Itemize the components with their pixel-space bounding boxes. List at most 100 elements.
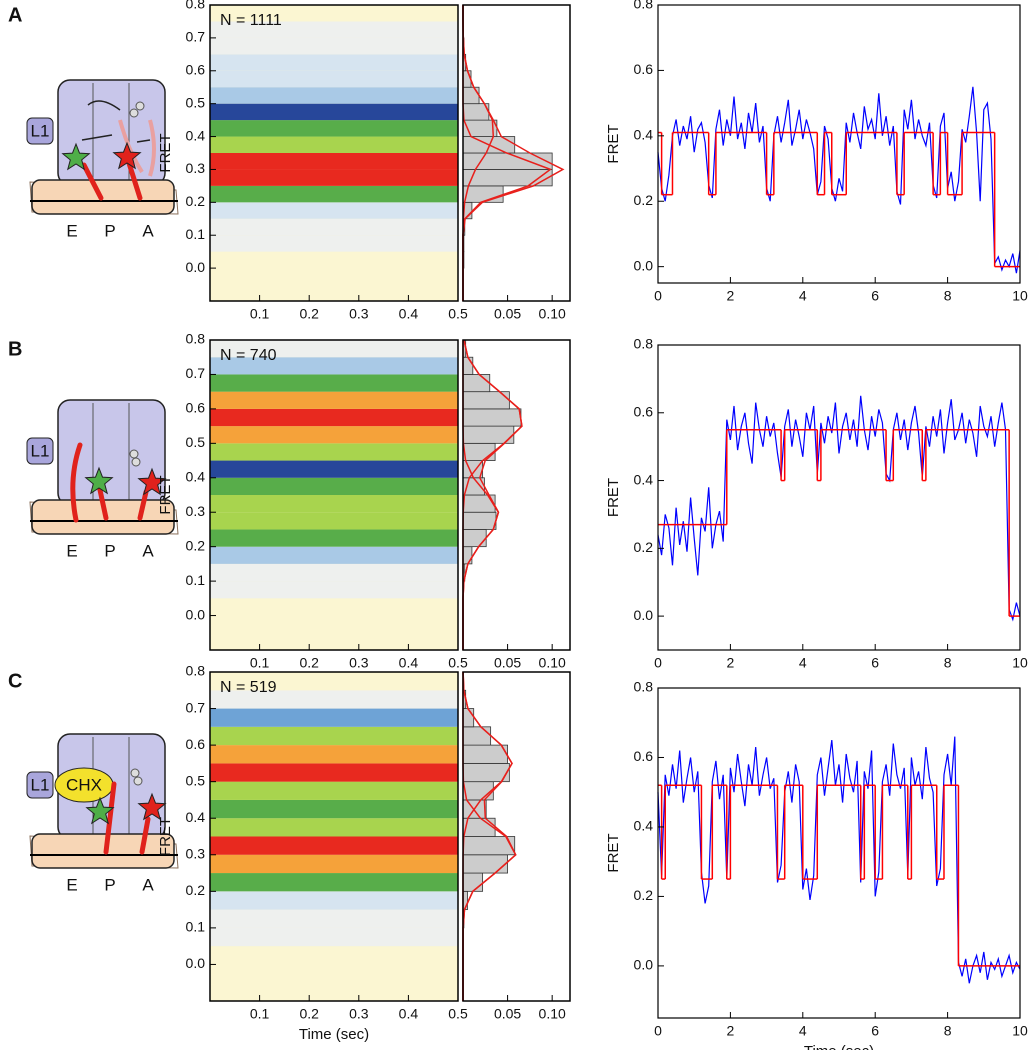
density-band [210, 284, 458, 301]
site-label: A [142, 221, 154, 240]
bar [462, 185, 504, 203]
y-axis-label: FRET [605, 124, 622, 163]
x-axis-label: Time (sec) [299, 1026, 369, 1043]
y-tick-label: 0.5 [186, 772, 206, 788]
y-tick-label: 0.2 [634, 192, 654, 208]
plot-frame [462, 339, 571, 651]
x-tick-label: 0.4 [399, 306, 419, 322]
y-tick-label: 0.8 [186, 331, 206, 347]
y-tick-label: 0.5 [186, 94, 206, 110]
y-tick-label: 0.8 [634, 0, 654, 12]
x-tick-label: 10 [1012, 655, 1028, 671]
density-band [210, 169, 458, 186]
density-band [210, 891, 458, 910]
y-tick-label: 0.6 [186, 736, 206, 752]
y-tick-label: 0.8 [186, 0, 206, 12]
x-tick-label: 0.5 [448, 655, 468, 671]
density-band [210, 964, 458, 983]
y-tick-label: 0.7 [186, 29, 206, 45]
annotation: N = 519 [220, 679, 277, 696]
x-tick-label: 0.4 [399, 1006, 419, 1022]
y-tick-label: 0.3 [186, 503, 206, 519]
site-label: E [66, 221, 77, 240]
bar [462, 781, 494, 801]
y-tick-label: 0.0 [634, 607, 654, 623]
density-band [210, 153, 458, 170]
panel-label: C [8, 670, 22, 692]
y-axis-label: FRET [605, 478, 622, 517]
x-tick-label: 4 [799, 288, 807, 304]
site-label: A [142, 875, 154, 894]
density-band [210, 818, 458, 837]
density-band [210, 982, 458, 1001]
x-tick-label: 6 [871, 288, 879, 304]
density-band [210, 120, 458, 137]
bar [462, 408, 522, 427]
density-band [210, 529, 458, 547]
y-tick-label: 0.0 [186, 955, 206, 971]
density-band [210, 763, 458, 782]
x-tick-label: 4 [799, 1023, 807, 1039]
density-band [210, 836, 458, 855]
y-tick-label: 0.3 [186, 160, 206, 176]
density-band [210, 202, 458, 219]
density-band [210, 563, 458, 582]
y-tick-label: 0.8 [186, 663, 206, 679]
density-band [210, 690, 458, 709]
x-tick-label: 0.05 [494, 1006, 521, 1022]
y-tick-label: 0.3 [186, 845, 206, 861]
density-band [210, 615, 458, 633]
density-band [210, 54, 458, 71]
x-tick-label: 0.5 [448, 306, 468, 322]
y-tick-label: 0.8 [634, 679, 654, 695]
density-band [210, 598, 458, 616]
x-tick-label: 2 [727, 288, 735, 304]
x-tick-label: 0.10 [539, 1006, 566, 1022]
l1-label: L1 [31, 121, 50, 140]
density-band [210, 374, 458, 392]
schematic: L1 E P A [26, 79, 179, 240]
plot-frame [657, 687, 1021, 1019]
y-tick-label: 0.6 [186, 61, 206, 77]
x-tick-label: 0.1 [250, 306, 270, 322]
bar [462, 374, 491, 393]
density-band [210, 37, 458, 55]
y-tick-label: 0.1 [186, 919, 206, 935]
bar [462, 744, 508, 764]
density-band [210, 268, 458, 285]
density-band [210, 391, 458, 409]
x-tick-label: 0.3 [349, 1006, 369, 1022]
schematic: L1 CHX E P A [26, 733, 179, 894]
x-tick-label: 0.10 [539, 655, 566, 671]
y-tick-label: 0.2 [186, 882, 206, 898]
y-axis-label: FRET [157, 817, 174, 856]
density-band [210, 70, 458, 88]
bar [462, 86, 480, 105]
y-tick-label: 0.7 [186, 699, 206, 715]
y-axis-label: FRET [157, 475, 174, 514]
panel-label: A [8, 4, 22, 26]
x-tick-label: 0 [654, 1023, 662, 1039]
y-tick-label: 0.0 [186, 606, 206, 622]
density-band [210, 340, 458, 358]
density-band [210, 546, 458, 564]
annotation: N = 1111 [220, 12, 282, 29]
density-band [210, 632, 458, 650]
x-tick-label: 2 [727, 655, 735, 671]
y-tick-label: 0.2 [634, 539, 654, 555]
density-band [210, 87, 458, 104]
density-band [210, 512, 458, 530]
y-tick-label: 0.2 [634, 887, 654, 903]
density-band [210, 103, 458, 121]
site-label: P [104, 875, 115, 894]
bar [462, 708, 475, 728]
x-tick-label: 0.2 [299, 655, 319, 671]
x-tick-label: 0.2 [299, 1006, 319, 1022]
y-tick-label: 0.0 [186, 259, 206, 275]
x-tick-label: 8 [944, 655, 952, 671]
trace [657, 86, 1021, 274]
density-band [210, 799, 458, 819]
x-tick-label: 6 [871, 655, 879, 671]
x-tick-label: 10 [1012, 288, 1028, 304]
plot-frame [462, 671, 571, 1002]
